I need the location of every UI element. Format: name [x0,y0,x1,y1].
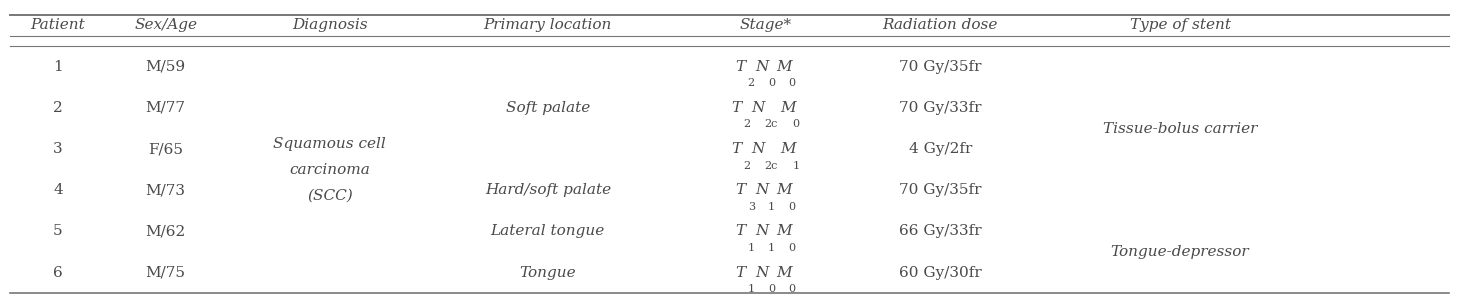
Text: 0: 0 [767,78,775,88]
Text: Type of stent: Type of stent [1129,18,1230,32]
Text: N: N [756,183,769,197]
Text: Radiation dose: Radiation dose [883,18,998,32]
Text: 2: 2 [747,78,754,88]
Text: 6: 6 [53,266,63,280]
Text: Hard/soft palate: Hard/soft palate [484,183,611,197]
Text: 0: 0 [788,78,795,88]
Text: Squamous cell: Squamous cell [273,137,387,151]
Text: 70 Gy/35fr: 70 Gy/35fr [899,183,982,197]
Text: F/65: F/65 [147,142,182,156]
Text: 3: 3 [53,142,63,156]
Text: 66 Gy/33fr: 66 Gy/33fr [899,224,982,239]
Text: M/59: M/59 [146,60,185,74]
Text: Tongue: Tongue [519,266,576,280]
Text: 5: 5 [53,224,63,239]
Text: 4: 4 [53,183,63,197]
Text: 2: 2 [53,101,63,115]
Text: 1: 1 [767,243,775,253]
Text: N: N [751,142,765,156]
Text: M/62: M/62 [146,224,185,239]
Text: carcinoma: carcinoma [289,163,371,177]
Text: M: M [781,142,795,156]
Text: 4 Gy/2fr: 4 Gy/2fr [909,142,972,156]
Text: Sex/Age: Sex/Age [134,18,197,32]
Text: Lateral tongue: Lateral tongue [490,224,605,239]
Text: Soft palate: Soft palate [506,101,589,115]
Text: Tissue-bolus carrier: Tissue-bolus carrier [1103,122,1258,135]
Text: 3: 3 [747,202,754,212]
Text: 70 Gy/35fr: 70 Gy/35fr [899,60,982,74]
Text: 0: 0 [788,284,795,294]
Text: 2c: 2c [765,120,778,129]
Text: Stage*: Stage* [740,18,792,32]
Text: N: N [756,60,769,74]
Text: 0: 0 [788,202,795,212]
Text: M: M [776,183,792,197]
Text: (SCC): (SCC) [306,188,353,202]
Text: M: M [776,60,792,74]
Text: T: T [735,266,746,280]
Text: 1: 1 [747,284,754,294]
Text: Patient: Patient [31,18,86,32]
Text: T: T [735,60,746,74]
Text: Diagnosis: Diagnosis [292,18,368,32]
Text: 0: 0 [788,243,795,253]
Text: M/75: M/75 [146,266,185,280]
Text: 2: 2 [744,161,751,170]
Text: 1: 1 [53,60,63,74]
Text: 0: 0 [767,284,775,294]
Text: T: T [731,101,741,115]
Text: M/77: M/77 [146,101,185,115]
Text: 2: 2 [744,120,751,129]
Text: M/73: M/73 [146,183,185,197]
Text: 70 Gy/33fr: 70 Gy/33fr [899,101,982,115]
Text: 60 Gy/30fr: 60 Gy/30fr [899,266,982,280]
Text: 1: 1 [792,161,800,170]
Text: T: T [731,142,741,156]
Text: Primary location: Primary location [483,18,611,32]
Text: T: T [735,183,746,197]
Text: 2c: 2c [765,161,778,170]
Text: N: N [756,266,769,280]
Text: 1: 1 [747,243,754,253]
Text: 0: 0 [792,120,800,129]
Text: M: M [776,266,792,280]
Text: 1: 1 [767,202,775,212]
Text: M: M [781,101,795,115]
Text: T: T [735,224,746,239]
Text: M: M [776,224,792,239]
Text: N: N [751,101,765,115]
Text: N: N [756,224,769,239]
Text: Tongue-depressor: Tongue-depressor [1110,245,1249,259]
